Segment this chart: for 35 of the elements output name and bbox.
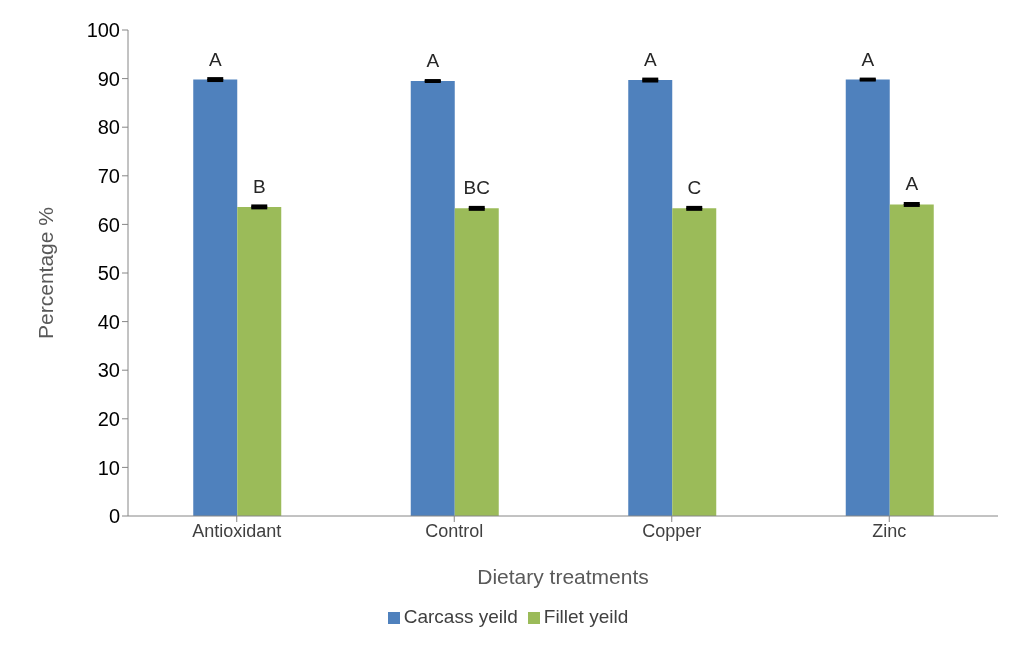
- data-label: A: [643, 49, 657, 71]
- y-tick-label: 20: [97, 407, 120, 430]
- data-label: A: [861, 48, 875, 70]
- y-tick-label: 30: [97, 359, 120, 382]
- x-tick-label: Copper: [642, 520, 702, 541]
- y-tick-label: 100: [86, 19, 120, 42]
- data-label: B: [252, 175, 266, 197]
- data-label: A: [208, 48, 222, 70]
- y-tick-label: 10: [97, 456, 120, 479]
- bar: [672, 208, 717, 516]
- bar: [410, 81, 455, 516]
- x-axis-title: Dietary treatments: [477, 565, 649, 588]
- y-tick-label: 80: [97, 116, 120, 139]
- y-axis-title: Percentage %: [34, 207, 58, 339]
- y-tick-label: 60: [97, 213, 120, 236]
- y-tick-label: 70: [97, 164, 120, 187]
- bar: [628, 80, 673, 516]
- bar: [889, 204, 934, 516]
- y-tick-label: 50: [97, 262, 120, 285]
- data-label: A: [905, 173, 919, 195]
- x-tick-label: Antioxidant: [192, 520, 282, 541]
- data-label: BC: [463, 177, 490, 199]
- bar: [454, 208, 499, 516]
- legend-label: Fillet yeild: [543, 606, 629, 627]
- bar: [193, 79, 238, 516]
- y-tick-label: 90: [97, 67, 120, 90]
- legend-label: Carcass yeild: [403, 606, 518, 627]
- y-tick-label: 0: [108, 505, 120, 528]
- data-label: A: [426, 50, 440, 72]
- data-label: C: [687, 177, 702, 199]
- x-tick-label: Control: [425, 520, 484, 541]
- x-tick-label: Zinc: [872, 520, 907, 541]
- bar: [845, 79, 890, 516]
- bar: [237, 206, 282, 516]
- y-tick-label: 40: [97, 310, 120, 333]
